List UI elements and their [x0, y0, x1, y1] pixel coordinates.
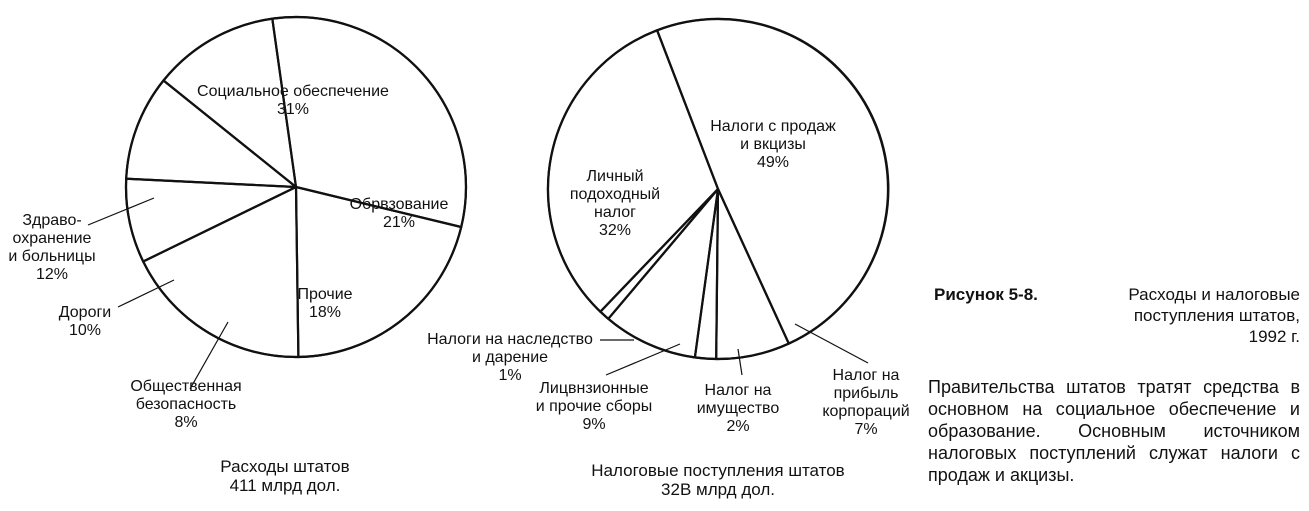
pie-slice — [142, 185, 300, 359]
slice-label-line: 21% — [383, 214, 415, 231]
slice-label-line: 2% — [726, 418, 749, 435]
pie-title: Расходы штатов 411 млрд дол. — [220, 457, 349, 495]
slice-label-line: и вкцизы — [740, 136, 806, 153]
caption-line: 1992 г. — [1248, 327, 1300, 346]
slice-label: Налог на имущество 2% — [697, 382, 780, 435]
slice-label-line: Лицвнзионные — [539, 380, 648, 397]
slice-label: Личный подоходный налог 32% — [570, 168, 660, 239]
slice-label-line: Социальное обеспечение — [197, 83, 389, 100]
slice-label: Лицвнзионные и прочие сборы 9% — [536, 380, 653, 433]
pie-title-line: 32В млрд дол. — [661, 480, 775, 499]
slice-label-line: и больницы — [8, 248, 95, 265]
figure-description: Правительства штатов тратят средства в о… — [928, 377, 1300, 485]
pie-chart-expenditures: Социальное обеспечение 31% Обрвзование 21% П… — [8, 15, 468, 495]
slice-label: Здраво-охранение и больницы 12% — [8, 212, 95, 283]
slice-label-line: Налог на — [833, 367, 900, 384]
slice-label-line: безопасность — [136, 396, 237, 413]
slice-label-line: 7% — [854, 421, 877, 438]
slice-label: Налог на прибыль корпораций 7% — [822, 367, 909, 438]
leader-line — [117, 279, 175, 308]
slice-label: Общественная безопасность 8% — [130, 378, 241, 431]
slice-label-line: Обрвзование — [350, 196, 449, 213]
slice-label-line: 32% — [599, 222, 631, 239]
slice-label-line: 1% — [498, 367, 521, 384]
slice-label-line: 18% — [309, 304, 341, 321]
slice-label: Прочие 18% — [297, 286, 352, 321]
slice-label-line: Налоги с продаж — [710, 118, 836, 135]
leader-line — [794, 323, 869, 364]
leader-line — [189, 321, 229, 390]
slice-label-line: прибыль — [834, 385, 899, 402]
slice-label-line: Налоги на наследство — [427, 331, 593, 348]
leader-line — [605, 343, 681, 376]
slice-label-line: Общественная — [130, 378, 241, 395]
pie-slice — [125, 79, 298, 189]
slice-label-line: 8% — [174, 414, 197, 431]
leader-line — [87, 197, 155, 226]
pie-title: Налоговые поступления штатов 32В млрд дол… — [591, 461, 844, 499]
slice-label-line: имущество — [697, 400, 780, 417]
slice-label: Налоги на наследство и дарение 1% — [427, 331, 593, 384]
caption-line: Расходы и налоговые — [1128, 285, 1300, 304]
pie-slice — [607, 187, 720, 359]
pie-title-line: Расходы штатов — [220, 457, 349, 476]
pie-slice — [271, 15, 468, 229]
slice-label: Обрвзование 21% — [350, 196, 449, 231]
slice-label: Дороги 10% — [59, 304, 111, 339]
slice-label-line: корпораций — [822, 403, 909, 420]
slice-label-line: 10% — [69, 322, 101, 339]
pie-slice — [162, 17, 298, 189]
slice-label-line: Прочие — [297, 286, 352, 303]
figure-label: Рисунок 5-8. — [934, 285, 1038, 304]
pie-slice — [656, 17, 890, 345]
slice-label-line: 49% — [757, 154, 789, 171]
pie-chart-tax-revenue: Налоги с продаж и вкцизы 49%Налог на прибыл… — [427, 17, 910, 499]
slice-label-line: Налог на — [705, 382, 772, 399]
pie-slice — [124, 177, 298, 263]
slice-label-line: Личный — [586, 168, 643, 185]
slice-label: Налоги с продаж и вкцизы 49% — [710, 118, 836, 171]
slice-label-line: 31% — [277, 101, 309, 118]
slice-label-line: подоходный — [570, 186, 660, 203]
pie-title-line: 411 млрд дол. — [230, 476, 341, 495]
slice-label-line: 9% — [582, 416, 605, 433]
leader-line — [737, 348, 743, 376]
pie-slice — [715, 187, 790, 361]
slice-label-line: Дороги — [59, 304, 111, 321]
slice-label-line: 12% — [36, 266, 68, 283]
slice-label-line: охранение — [13, 230, 92, 247]
figure-caption: Рисунок 5-8. Расходы и налоговые поступл… — [934, 284, 1300, 347]
slice-label-line: налог — [594, 204, 636, 221]
slice-label-line: и дарение — [472, 349, 548, 366]
caption-line: поступления штатов, — [1133, 306, 1300, 325]
slice-label-line: и прочие сборы — [536, 398, 653, 415]
slice-label: Социальное обеспечение 31% — [197, 83, 389, 118]
pie-title-line: Налоговые поступления штатов — [591, 461, 844, 480]
pie-slice — [546, 29, 720, 313]
slice-label-line: Здраво- — [22, 212, 81, 229]
pie-slice — [294, 185, 463, 359]
